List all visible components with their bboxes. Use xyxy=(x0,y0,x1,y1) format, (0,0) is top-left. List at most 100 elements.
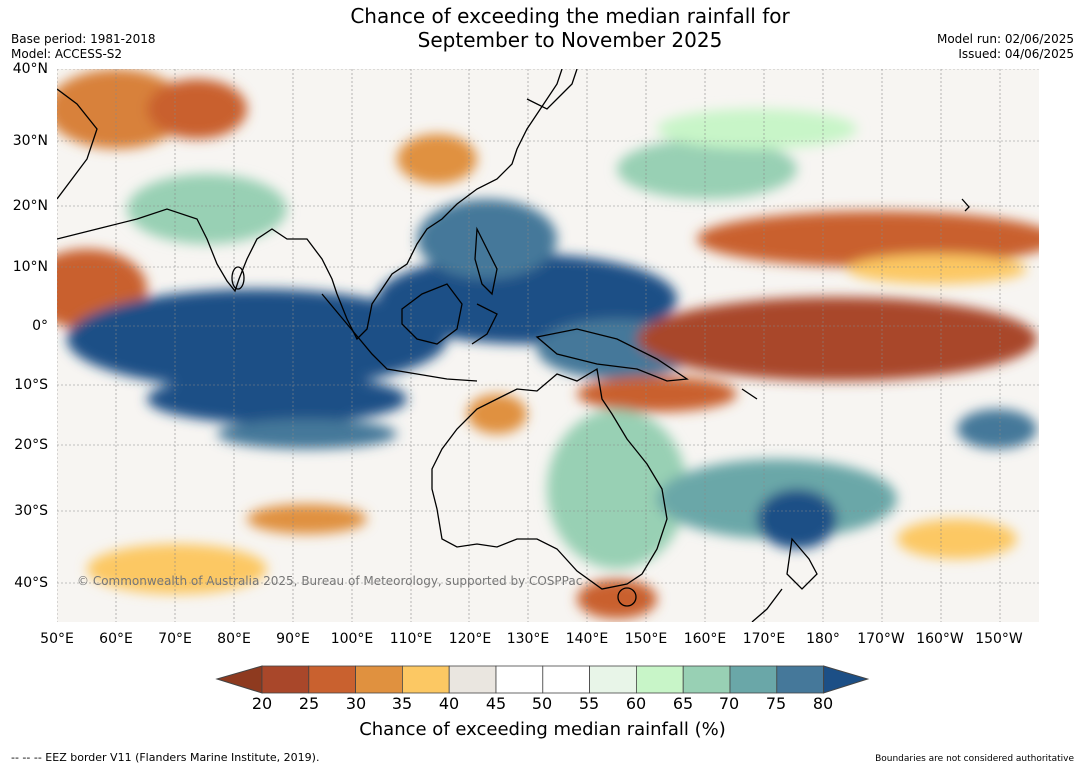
rainfall-field xyxy=(57,69,1039,619)
graticule xyxy=(57,69,1039,622)
lat-label: 30°S xyxy=(14,503,48,519)
dry-patch-eq-pacific xyxy=(637,297,1037,381)
dry-patch-n-pacific xyxy=(697,211,1039,267)
lat-label: 20°S xyxy=(14,437,48,453)
wet-patch-tasman2 xyxy=(757,489,837,549)
coast-nz-south xyxy=(751,588,783,622)
lon-label: 80°E xyxy=(217,631,251,647)
colorbar-tick: 30 xyxy=(345,694,367,713)
wet-patch-e-aus xyxy=(547,409,687,569)
colorbar-segment xyxy=(495,665,544,694)
colorbar-segment xyxy=(448,665,497,694)
model-name: Model: ACCESS-S2 xyxy=(11,47,123,61)
boundaries-disclaimer: Boundaries are not considered authoritat… xyxy=(875,754,1074,764)
colorbar-tick: 35 xyxy=(391,694,413,713)
base-period: Base period: 1981-2018 xyxy=(11,32,156,46)
colorbar-tick: 40 xyxy=(438,694,460,713)
coast-arabia xyxy=(57,88,98,200)
lon-label: 100°E xyxy=(330,631,374,647)
colorbar-tick: 60 xyxy=(625,694,647,713)
colorbar-extend-low xyxy=(215,665,263,694)
coast-nz-north xyxy=(786,537,818,590)
issued-date: Issued: 04/06/2025 xyxy=(958,47,1074,61)
wet-patch-io-south xyxy=(147,374,407,424)
coast-solomons xyxy=(741,388,758,400)
colorbar-tick: 20 xyxy=(251,694,273,713)
coast-australia xyxy=(431,367,668,590)
colorbar-segment xyxy=(542,665,590,694)
colorbar-extend-high xyxy=(823,665,870,694)
coast-sulawesi xyxy=(471,303,498,345)
coast-india xyxy=(57,208,338,295)
lat-label: 20°N xyxy=(12,198,48,214)
coast-sri-lanka xyxy=(231,266,245,290)
dry-patch-s-io xyxy=(87,544,267,594)
wet-patch-w-pacific xyxy=(617,139,797,199)
coast-philippines xyxy=(474,226,498,296)
wet-patch-io-south2 xyxy=(217,419,397,449)
colorbar-tick: 50 xyxy=(531,694,553,713)
colorbar-tick: 65 xyxy=(672,694,694,713)
model-run: Model run: 02/06/2025 xyxy=(936,32,1074,46)
lon-label: 60°E xyxy=(99,631,133,647)
title-line-1: Chance of exceeding the median rainfall … xyxy=(350,4,790,28)
dry-patch-se-pacific xyxy=(897,519,1017,559)
wet-patch-scs xyxy=(417,199,557,279)
colorbar-segment xyxy=(355,665,403,694)
coast-borneo xyxy=(401,283,463,345)
lon-label: 50°E xyxy=(40,631,74,647)
colorbar-segment xyxy=(308,665,357,694)
lon-label: 150°E xyxy=(624,631,668,647)
lon-label: 160°W xyxy=(916,631,964,647)
colorbar-segment xyxy=(401,665,450,694)
wet-patch-bay xyxy=(127,174,287,244)
lon-label: 120°E xyxy=(448,631,492,647)
lon-label: 150°W xyxy=(975,631,1023,647)
colorbar-tick: 55 xyxy=(578,694,600,713)
lon-label: 110°E xyxy=(389,631,433,647)
wet-patch-sp xyxy=(957,409,1037,449)
meta-left: Base period: 1981-2018 Model: ACCESS-S2 xyxy=(11,32,156,62)
colorbar-segment xyxy=(729,665,778,694)
map-title: Chance of exceeding the median rainfall … xyxy=(0,4,1085,52)
lat-label: 30°N xyxy=(12,133,48,149)
dry-patch-s-io2 xyxy=(247,504,367,534)
lon-label: 90°E xyxy=(276,631,310,647)
wet-patch-nw-pacific xyxy=(657,109,857,149)
copyright-text: © Commonwealth of Australia 2025, Bureau… xyxy=(77,574,583,588)
rainfall-map xyxy=(57,69,1039,622)
coast-new-guinea xyxy=(535,328,689,382)
meta-right: Model run: 02/06/2025 Issued: 04/06/2025 xyxy=(937,32,1074,62)
lon-label: 170°E xyxy=(742,631,786,647)
colorbar-tick: 80 xyxy=(812,694,834,713)
map-svg xyxy=(57,69,1039,622)
lat-label: 10°N xyxy=(12,259,48,275)
colorbar xyxy=(215,665,870,694)
colorbar-title-text: Chance of exceeding median rainfall (%) xyxy=(359,719,726,740)
colorbar-segment xyxy=(776,665,824,694)
lon-label: 140°E xyxy=(565,631,609,647)
colorbar-tick: 75 xyxy=(765,694,787,713)
title-line-2: September to November 2025 xyxy=(417,28,723,52)
coast-east-asia xyxy=(336,69,563,341)
coast-pacific-islands xyxy=(961,198,970,212)
lat-label: 0° xyxy=(32,318,48,334)
dry-patch-himalaya xyxy=(147,79,247,139)
colorbar-segment xyxy=(635,665,684,694)
colorbar-segment xyxy=(261,665,310,694)
coast-japan xyxy=(526,69,578,110)
colorbar-segment xyxy=(682,665,731,694)
dry-patch-n-pacific2 xyxy=(847,254,1027,284)
colorbar-segment xyxy=(589,665,637,694)
dry-patch-nw-aus xyxy=(467,394,527,434)
colorbar-tick: 70 xyxy=(718,694,740,713)
colorbar-tick: 25 xyxy=(298,694,320,713)
dry-patch-india-nw xyxy=(57,69,187,149)
dry-patch-china xyxy=(397,134,477,184)
lon-label: 170°W xyxy=(857,631,905,647)
lat-label: 40°S xyxy=(14,575,48,591)
colorbar-title: Chance of exceeding median rainfall (%) xyxy=(0,719,1085,740)
lon-label: 160°E xyxy=(683,631,727,647)
lon-label: 180° xyxy=(806,631,840,647)
dry-patch-tas xyxy=(577,579,657,619)
